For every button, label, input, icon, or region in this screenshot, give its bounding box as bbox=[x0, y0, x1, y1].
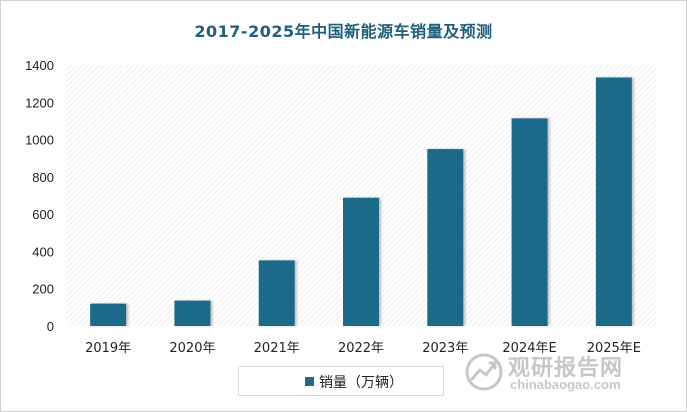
bar bbox=[258, 260, 295, 326]
y-tick-label: 0 bbox=[47, 319, 54, 334]
legend-label: 销量（万辆） bbox=[319, 375, 403, 391]
watermark-cn-text: 观研报告网 bbox=[508, 356, 624, 381]
watermark: 观研报告网 chinabaogao.com bbox=[464, 350, 674, 394]
x-tick-label: 2020年 bbox=[169, 341, 215, 356]
bar bbox=[595, 77, 632, 326]
watermark-en-text: chinabaogao.com bbox=[510, 377, 621, 392]
watermark-logo-icon bbox=[465, 353, 503, 391]
y-tick-label: 1400 bbox=[25, 58, 54, 73]
x-tick-label: 2022年 bbox=[338, 341, 384, 356]
y-tick-label: 400 bbox=[32, 244, 54, 259]
chart-title: 2017-2025年中国新能源车销量及预测 bbox=[194, 22, 493, 41]
x-tick-label: 2025年E bbox=[587, 341, 641, 356]
y-tick-label: 600 bbox=[32, 207, 54, 222]
bar bbox=[174, 300, 211, 326]
x-tick-label: 2023年 bbox=[422, 341, 468, 356]
legend: 销量（万辆） bbox=[238, 366, 444, 396]
y-tick-label: 1000 bbox=[25, 133, 54, 148]
y-axis: 0 200 400 600 800 1000 1200 1400 bbox=[25, 58, 54, 334]
x-tick-label: 2024年E bbox=[502, 341, 556, 356]
bar bbox=[511, 118, 548, 326]
bar bbox=[90, 303, 127, 326]
x-tick-label: 2019年 bbox=[85, 341, 131, 356]
bars bbox=[90, 77, 632, 326]
legend-swatch bbox=[305, 377, 314, 386]
x-tick-label: 2021年 bbox=[254, 341, 300, 356]
bar bbox=[343, 197, 379, 326]
y-tick-label: 200 bbox=[32, 282, 54, 297]
y-tick-label: 1200 bbox=[25, 95, 54, 110]
x-axis: 2019年 2020年 2021年 2022年 2023年 2024年E 2025年E bbox=[85, 341, 641, 356]
y-tick-label: 800 bbox=[32, 170, 54, 185]
bar bbox=[427, 149, 464, 326]
